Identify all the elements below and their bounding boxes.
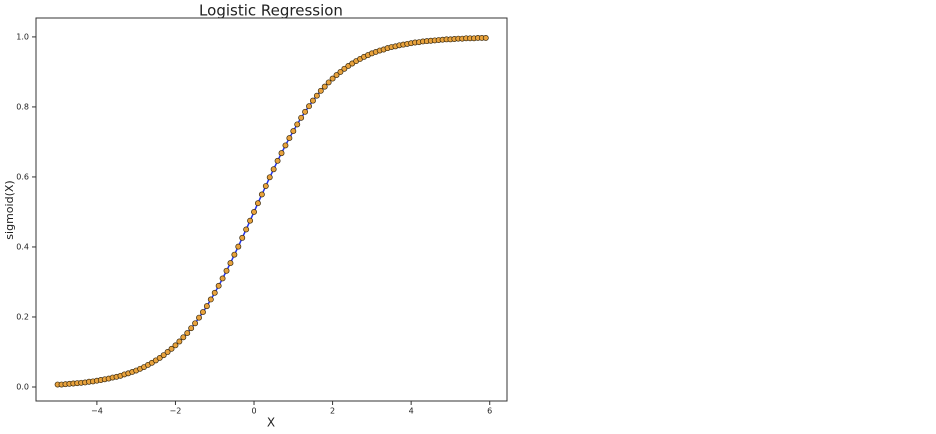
- data-point: [227, 260, 234, 267]
- data-point: [211, 289, 218, 296]
- data-point: [184, 330, 191, 337]
- data-point: [247, 217, 254, 224]
- data-point: [254, 200, 261, 207]
- y-tick-label: 0.0: [16, 382, 29, 391]
- data-point: [270, 166, 277, 173]
- data-point: [243, 226, 250, 233]
- data-point: [274, 157, 281, 164]
- x-tick-label: 4: [409, 407, 414, 416]
- data-point: [278, 150, 285, 157]
- data-point: [302, 108, 309, 115]
- data-point: [333, 72, 340, 79]
- data-point: [215, 282, 222, 289]
- data-point: [251, 209, 257, 215]
- x-tick-label: 6: [487, 407, 492, 416]
- data-point: [294, 121, 301, 128]
- data-point: [180, 334, 187, 341]
- data-point: [313, 92, 320, 99]
- y-tick-label: 0.4: [16, 242, 29, 251]
- data-point: [200, 309, 206, 316]
- data-point: [223, 267, 230, 274]
- x-tick-label: −2: [170, 407, 182, 416]
- data-point: [196, 314, 202, 321]
- data-point: [329, 75, 336, 82]
- data-point: [188, 325, 195, 332]
- data-point: [266, 174, 273, 181]
- plot-frame: [35, 17, 508, 402]
- data-point: [262, 183, 269, 189]
- data-point: [172, 342, 179, 349]
- data-point: [298, 114, 305, 121]
- x-tick-label: 0: [251, 407, 256, 416]
- y-tick-label: 0.2: [16, 312, 29, 321]
- y-tick-label: 0.6: [16, 172, 29, 181]
- data-point: [337, 68, 344, 75]
- data-point: [239, 234, 246, 241]
- data-point: [321, 83, 328, 90]
- data-point: [203, 303, 210, 310]
- x-axis-label: X: [267, 416, 275, 430]
- data-point: [341, 65, 348, 72]
- y-axis-label: sigmoid(X): [3, 180, 16, 239]
- data-point: [219, 275, 226, 282]
- data-point: [231, 251, 238, 258]
- data-point: [309, 97, 316, 104]
- data-point: [235, 243, 242, 250]
- x-tick-label: −4: [91, 407, 103, 416]
- data-point: [258, 191, 265, 198]
- data-point: [168, 345, 175, 352]
- data-point: [160, 352, 167, 359]
- y-tick-label: 1.0: [16, 32, 29, 41]
- data-point: [317, 87, 324, 94]
- data-point: [282, 142, 289, 149]
- data-point: [156, 354, 163, 361]
- data-point: [306, 103, 312, 110]
- data-point: [325, 79, 332, 86]
- data-point: [286, 135, 293, 142]
- data-point: [482, 35, 489, 41]
- sigmoid-line: [57, 37, 486, 386]
- data-point: [290, 128, 297, 135]
- data-point: [207, 296, 214, 303]
- data-point: [192, 320, 199, 327]
- data-point: [176, 338, 183, 345]
- data-point: [164, 349, 171, 355]
- y-tick-label: 0.8: [16, 102, 29, 111]
- x-tick-label: 2: [330, 407, 335, 416]
- chart-title: Logistic Regression: [199, 2, 343, 20]
